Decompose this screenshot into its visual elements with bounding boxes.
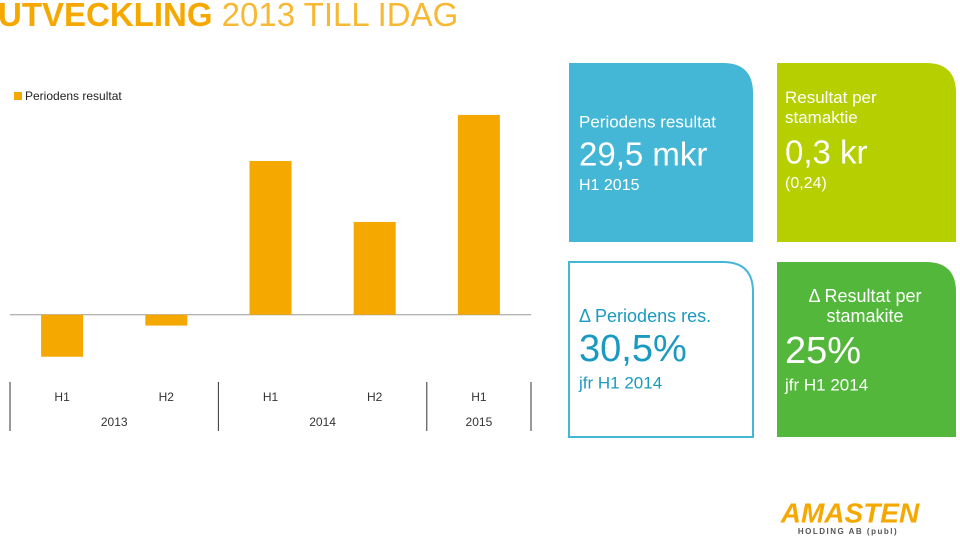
tile-heading: Δ Periodens res.: [579, 306, 711, 326]
x-tick-label: H2: [159, 390, 175, 404]
tile-heading-box: Δ Resultat per stamakite: [808, 286, 922, 326]
logo-name: AMASTEN: [780, 497, 920, 528]
x-group-label: 2014: [309, 415, 336, 429]
bar: [41, 314, 84, 357]
bar: [249, 160, 292, 315]
tile-heading: Δ Resultat per stamakite: [808, 286, 922, 326]
tile: [568, 261, 754, 438]
title-rest: 2013 TILL IDAG: [222, 0, 459, 33]
x-tick-label: H1: [263, 390, 279, 404]
tile-note: jfr H1 2014: [578, 373, 662, 392]
x-tick-label: H1: [471, 390, 487, 404]
x-group-label: 2013: [101, 415, 128, 429]
tile-value: 25%: [785, 330, 861, 372]
tile-value: 30,5%: [579, 328, 687, 370]
x-tick-label: H1: [54, 390, 70, 404]
tile-heading-box: Resultat per stamaktie: [785, 88, 877, 127]
x-tick-label: H2: [367, 390, 383, 404]
bar: [457, 114, 500, 315]
tile: [777, 63, 956, 242]
logo-sub: HOLDING AB (publ): [798, 527, 898, 536]
tile: [569, 63, 753, 242]
slide-title: UTVECKLING 2013 TILL IDAG: [0, 0, 458, 33]
tile-note: jfr H1 2014: [784, 375, 868, 394]
tile-note: (0,24): [785, 175, 827, 192]
tile-heading: Periodens resultat: [579, 112, 716, 131]
tile-heading: Resultat per stamaktie: [785, 88, 877, 127]
title-lead: UTVECKLING: [0, 0, 213, 33]
x-group-label: 2015: [466, 415, 493, 429]
tile-note: H1 2015: [579, 177, 640, 194]
bar: [353, 221, 396, 315]
tile-value: 29,5 mkr: [579, 136, 707, 173]
tile: [777, 262, 956, 437]
tile-value: 0,3 kr: [785, 134, 868, 171]
legend-swatch: [14, 92, 22, 100]
bar: [145, 314, 188, 326]
legend-label: Periodens resultat: [25, 89, 122, 103]
